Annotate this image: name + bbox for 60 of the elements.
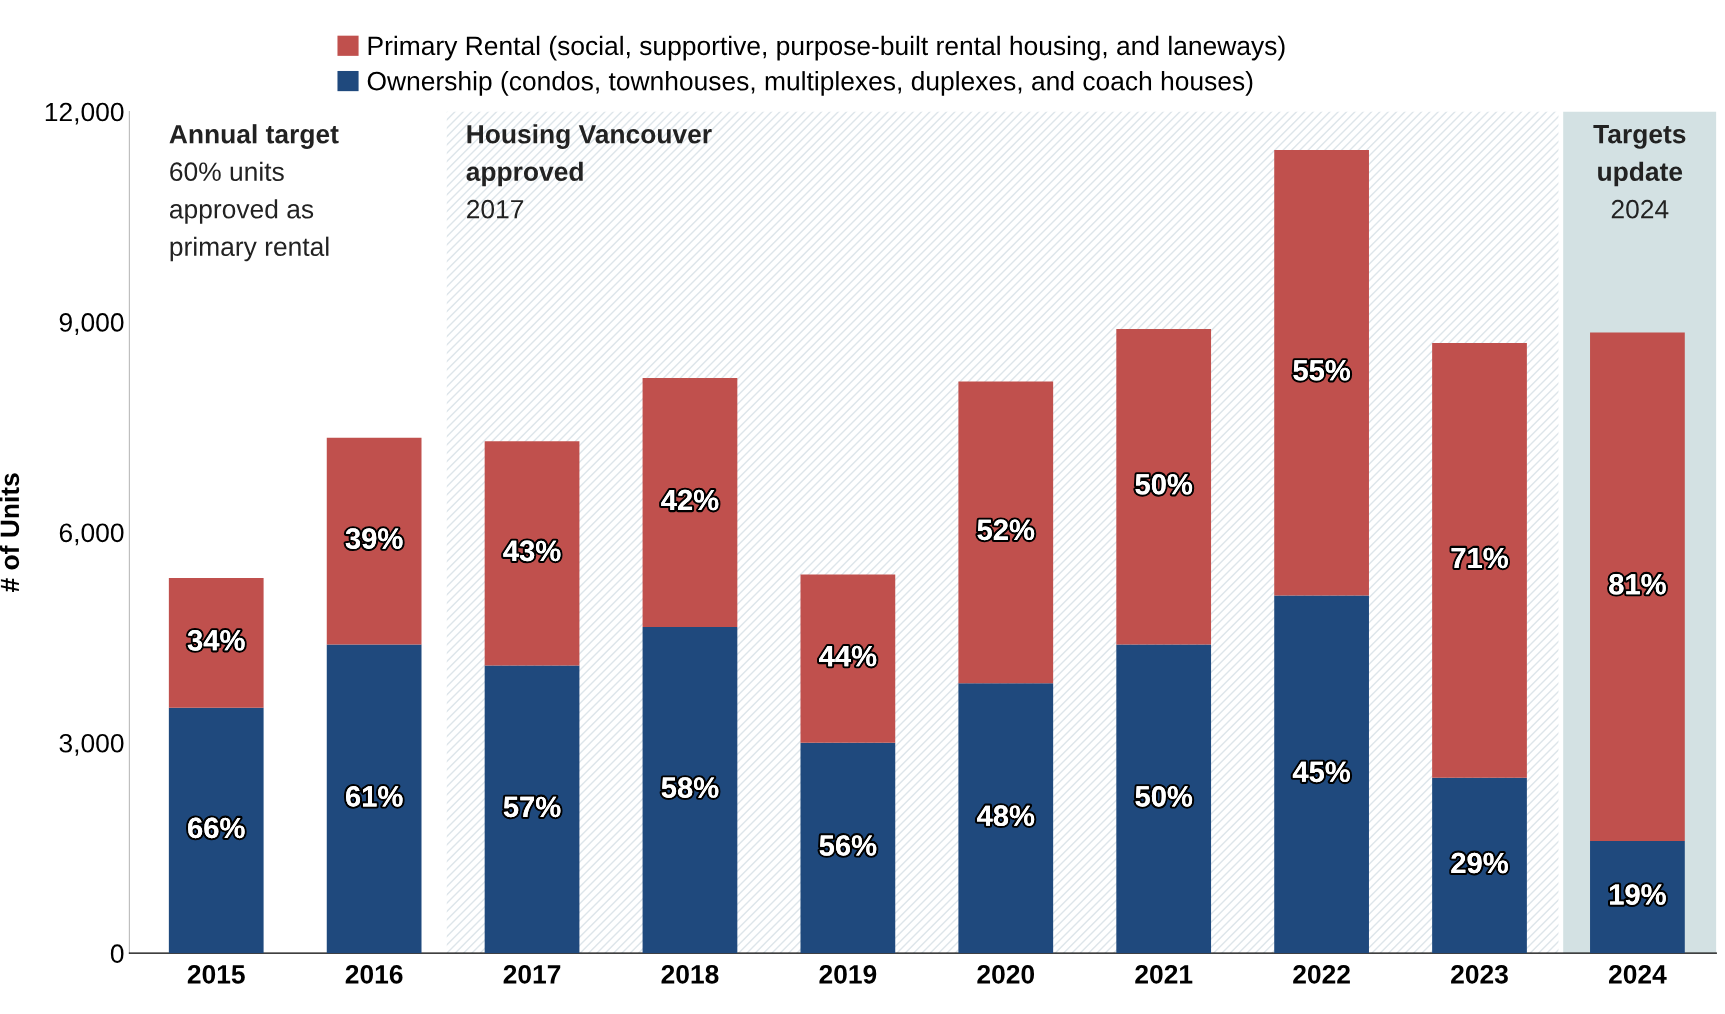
bar (168, 577, 264, 708)
annotation: 55% (1293, 360, 1351, 381)
y-tick-label: 6,000 (59, 523, 124, 546)
bar (958, 683, 1054, 954)
x-tick-label: 2023 (1451, 964, 1508, 984)
y-axis-title: # of Units (0, 473, 20, 593)
bar (958, 381, 1054, 684)
x-tick-label: 2018 (661, 964, 719, 984)
annotation: 19% (1610, 884, 1666, 905)
annotation: 52% (977, 519, 1035, 541)
x-tick-label: 2021 (1135, 964, 1193, 984)
bar (326, 644, 422, 954)
y-tick-label: 9,000 (59, 313, 124, 335)
x-tick-label: 2019 (819, 964, 877, 984)
x-tick-label: 2016 (345, 964, 403, 984)
band-label: Housing Vancouver approved 2017 (466, 124, 712, 219)
bar (800, 742, 896, 954)
annotation: 66% (188, 817, 245, 839)
annotation: 50% (1135, 786, 1193, 807)
x-tick-label: 2020 (977, 964, 1035, 984)
annotation: 34% (187, 629, 245, 651)
bar (326, 437, 422, 645)
x-tick-label: 2017 (503, 964, 561, 984)
bar (642, 378, 738, 628)
x-tick-label: 2015 (187, 964, 245, 984)
annotation: Annual target 60% units approved as primary rental (169, 124, 339, 262)
bar (1116, 644, 1212, 954)
bar (484, 665, 580, 954)
bar (168, 707, 264, 954)
bar (1116, 328, 1212, 645)
band-label: Targets update 2024 (1593, 125, 1686, 219)
annotation: 50% (1135, 473, 1193, 495)
annotation: 29% (1451, 852, 1508, 874)
y-tick-label: 12,000 (45, 102, 124, 125)
x-tick-label: 2024 (1608, 964, 1667, 984)
annotation: 71% (1451, 547, 1508, 569)
x-tick-label: 2022 (1293, 964, 1350, 984)
bar (1432, 777, 1527, 954)
annotation: 42% (661, 489, 719, 511)
legend-label: Ownership (condos, townhouses, multiplexes, duplexes, and coach houses) (367, 71, 1253, 96)
bar (1590, 332, 1685, 841)
annotation: 81% (1609, 573, 1666, 595)
y-tick-label: 3,000 (59, 733, 124, 756)
annotation: 48% (977, 805, 1035, 826)
annotation: 45% (1292, 761, 1351, 783)
bar (642, 627, 738, 954)
bar (1274, 595, 1369, 954)
annotation: 58% (661, 777, 719, 798)
bar (1274, 150, 1369, 596)
annotation: 39% (345, 528, 403, 549)
legend-label: Primary Rental (social, supportive, purpose-built rental housing, and laneways) (368, 35, 1285, 61)
annotation: 44% (819, 645, 877, 667)
bar (484, 441, 580, 666)
annotation: 61% (346, 786, 403, 807)
annotation: 57% (503, 796, 561, 818)
bar (800, 574, 896, 743)
annotation: 43% (503, 540, 561, 562)
annotation: 56% (819, 835, 877, 856)
bar (1432, 342, 1527, 778)
y-tick-label: 0 (110, 944, 124, 963)
